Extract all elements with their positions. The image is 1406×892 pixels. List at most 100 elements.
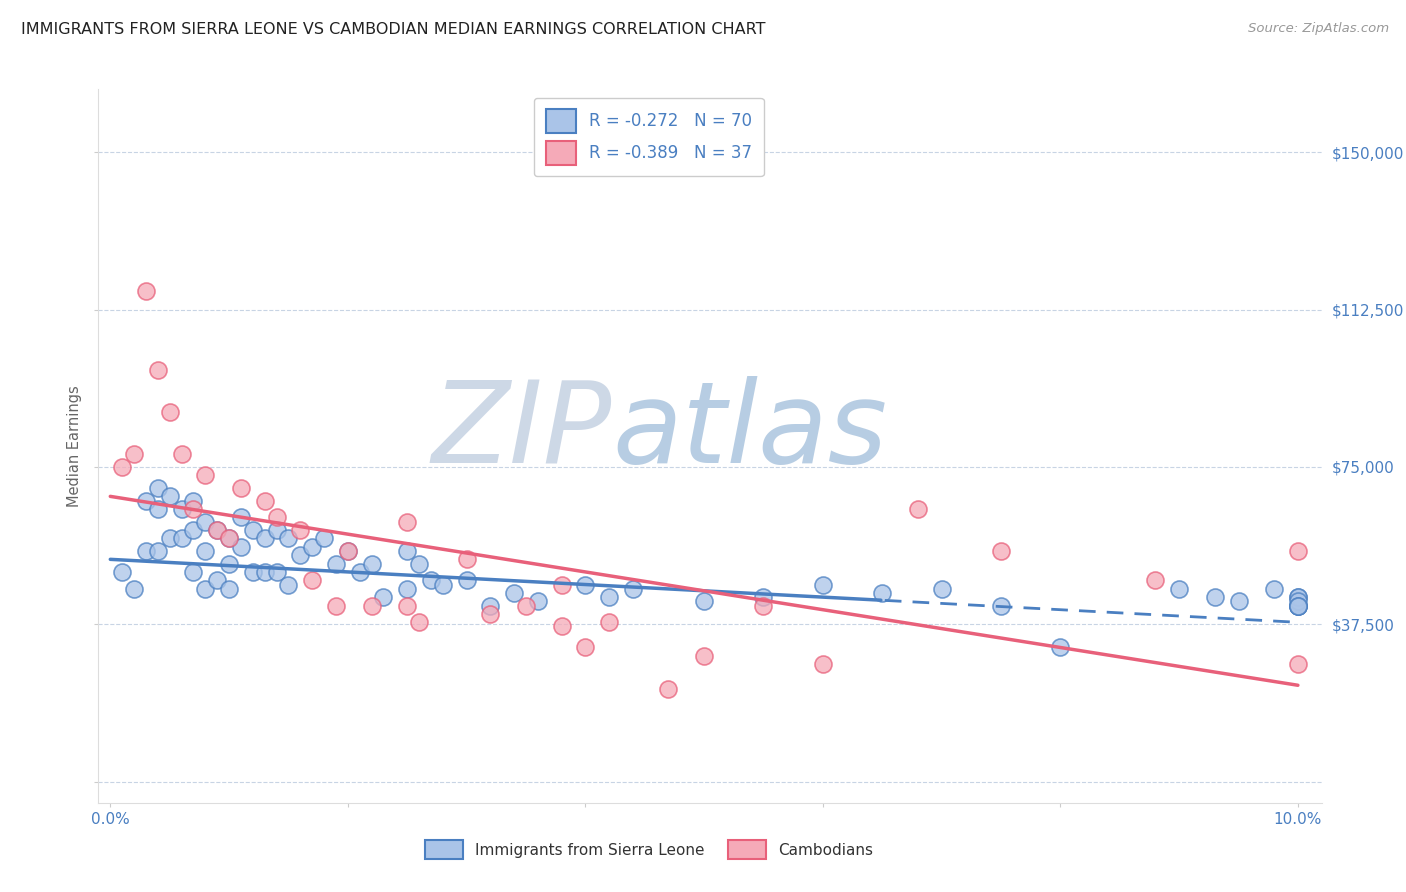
Y-axis label: Median Earnings: Median Earnings [67, 385, 83, 507]
Point [1286, 590, 1309, 604]
Point [1144, 574, 1167, 588]
Point [456, 552, 478, 566]
Point [277, 532, 299, 546]
Point [266, 523, 288, 537]
Point [479, 599, 502, 613]
Point [360, 599, 382, 613]
Point [752, 590, 775, 604]
Point [122, 582, 145, 596]
Point [479, 607, 502, 621]
Point [811, 657, 834, 672]
Point [170, 502, 193, 516]
Point [325, 557, 347, 571]
Point [135, 544, 157, 558]
Point [408, 557, 430, 571]
Point [811, 577, 834, 591]
Point [218, 532, 240, 546]
Point [159, 489, 181, 503]
Point [1286, 599, 1309, 613]
Point [550, 619, 572, 633]
Point [183, 502, 205, 516]
Point [325, 599, 347, 613]
Point [146, 481, 169, 495]
Text: ZIP: ZIP [432, 376, 612, 487]
Point [1204, 590, 1226, 604]
Point [301, 574, 323, 588]
Point [135, 284, 157, 298]
Point [752, 599, 775, 613]
Point [170, 447, 193, 461]
Point [229, 540, 252, 554]
Point [253, 493, 276, 508]
Point [503, 586, 526, 600]
Point [574, 577, 596, 591]
Point [598, 590, 620, 604]
Point [218, 557, 240, 571]
Point [396, 544, 419, 558]
Point [598, 615, 620, 630]
Text: atlas: atlas [612, 376, 887, 487]
Point [621, 582, 644, 596]
Point [183, 523, 205, 537]
Point [301, 540, 323, 554]
Point [420, 574, 443, 588]
Point [396, 599, 419, 613]
Point [146, 363, 169, 377]
Point [990, 544, 1012, 558]
Point [111, 460, 134, 475]
Point [515, 599, 537, 613]
Point [253, 532, 276, 546]
Point [205, 523, 228, 537]
Point [550, 577, 572, 591]
Point [1286, 594, 1309, 608]
Point [218, 532, 240, 546]
Point [1286, 599, 1309, 613]
Text: Source: ZipAtlas.com: Source: ZipAtlas.com [1249, 22, 1389, 36]
Text: IMMIGRANTS FROM SIERRA LEONE VS CAMBODIAN MEDIAN EARNINGS CORRELATION CHART: IMMIGRANTS FROM SIERRA LEONE VS CAMBODIA… [21, 22, 766, 37]
Point [253, 565, 276, 579]
Point [527, 594, 550, 608]
Point [170, 532, 193, 546]
Point [183, 493, 205, 508]
Point [1049, 640, 1071, 655]
Point [1286, 657, 1309, 672]
Point [312, 532, 335, 546]
Point [266, 510, 288, 524]
Point [290, 548, 312, 562]
Point [218, 582, 240, 596]
Point [135, 493, 157, 508]
Point [408, 615, 430, 630]
Point [456, 574, 478, 588]
Point [159, 405, 181, 419]
Point [1168, 582, 1191, 596]
Point [194, 582, 217, 596]
Point [242, 523, 264, 537]
Point [657, 682, 679, 697]
Point [907, 502, 929, 516]
Point [122, 447, 145, 461]
Point [266, 565, 288, 579]
Point [194, 544, 217, 558]
Point [1227, 594, 1250, 608]
Point [990, 599, 1012, 613]
Point [205, 523, 228, 537]
Point [194, 468, 217, 483]
Point [396, 515, 419, 529]
Point [432, 577, 454, 591]
Point [1263, 582, 1285, 596]
Point [229, 481, 252, 495]
Point [336, 544, 359, 558]
Point [373, 590, 395, 604]
Point [290, 523, 312, 537]
Point [146, 502, 169, 516]
Point [574, 640, 596, 655]
Point [111, 565, 134, 579]
Point [360, 557, 382, 571]
Point [194, 515, 217, 529]
Point [1286, 599, 1309, 613]
Point [1286, 544, 1309, 558]
Point [146, 544, 169, 558]
Point [229, 510, 252, 524]
Point [349, 565, 371, 579]
Point [183, 565, 205, 579]
